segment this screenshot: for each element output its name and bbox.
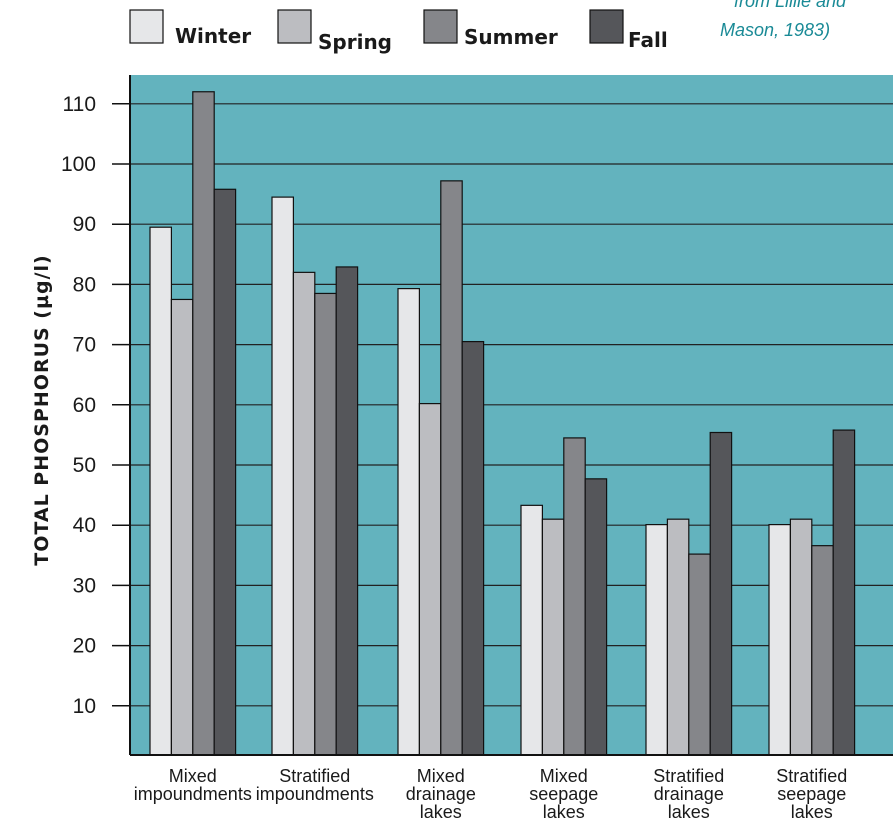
y-tick-label: 110 xyxy=(63,93,96,116)
category-label: Stratified impoundments xyxy=(256,766,374,804)
category-label: Mixed seepage lakes xyxy=(529,766,598,822)
y-axis-title: TOTAL PHOSPHORUS (µg/l) xyxy=(31,254,53,565)
bar-winter xyxy=(645,523,668,756)
bar-summer xyxy=(563,437,586,756)
bar-spring xyxy=(789,518,813,756)
bar-spring xyxy=(666,518,690,756)
legend-label-winter: Winter xyxy=(175,24,251,48)
bar-spring xyxy=(292,271,316,756)
bar-winter xyxy=(149,226,172,756)
bar-fall xyxy=(461,340,485,756)
y-tick-label: 80 xyxy=(73,273,96,296)
legend-swatch-spring xyxy=(277,9,312,44)
bar-fall xyxy=(584,478,608,756)
legend-swatch-winter xyxy=(129,9,164,44)
y-tick-label: 20 xyxy=(73,635,96,658)
y-tick-label: 60 xyxy=(73,394,96,417)
legend-label-fall: Fall xyxy=(628,28,668,52)
bar-summer xyxy=(440,180,463,756)
category-label: Stratified seepage lakes xyxy=(776,766,847,822)
legend: Winter Spring Summer Fall xyxy=(129,9,668,54)
bar-winter xyxy=(768,523,791,756)
y-tick-label: 50 xyxy=(73,454,96,477)
bar-fall xyxy=(832,429,856,756)
category-label: Mixed drainage lakes xyxy=(406,766,476,822)
bar-winter xyxy=(271,196,294,756)
y-tick-label: 40 xyxy=(73,514,96,537)
category-label: Mixed impoundments xyxy=(134,766,252,804)
y-tick-label: 100 xyxy=(61,153,96,176)
bar-spring xyxy=(418,402,442,756)
bar-summer xyxy=(314,292,337,756)
bar-fall xyxy=(709,431,733,756)
gridlines xyxy=(130,103,893,707)
legend-label-spring: Spring xyxy=(318,30,392,54)
bar-summer xyxy=(192,91,215,756)
category-label: Stratified drainage lakes xyxy=(653,766,724,822)
source-note: from Lillie and Mason, 1983) xyxy=(720,0,847,40)
bar-fall xyxy=(335,266,359,756)
legend-swatch-summer xyxy=(423,9,458,44)
y-ticks: 10 20 30 40 50 60 70 80 90 100 110 xyxy=(61,93,130,718)
legend-swatch-fall xyxy=(589,9,624,44)
y-tick-label: 70 xyxy=(73,334,96,357)
y-tick-label: 30 xyxy=(73,574,96,597)
bar-spring xyxy=(170,298,194,756)
y-tick-label: 90 xyxy=(73,213,96,236)
bar-fall xyxy=(213,188,237,756)
legend-label-summer: Summer xyxy=(464,25,558,49)
bar-winter xyxy=(397,288,420,756)
source-line-2: Mason, 1983) xyxy=(720,20,830,40)
bar-winter xyxy=(520,504,543,756)
bar-summer xyxy=(811,545,834,756)
source-line-1: from Lillie and xyxy=(734,0,847,11)
y-tick-label: 10 xyxy=(73,695,96,718)
bar-summer xyxy=(688,553,711,756)
plot-area xyxy=(130,75,893,755)
bar-spring xyxy=(541,518,565,756)
